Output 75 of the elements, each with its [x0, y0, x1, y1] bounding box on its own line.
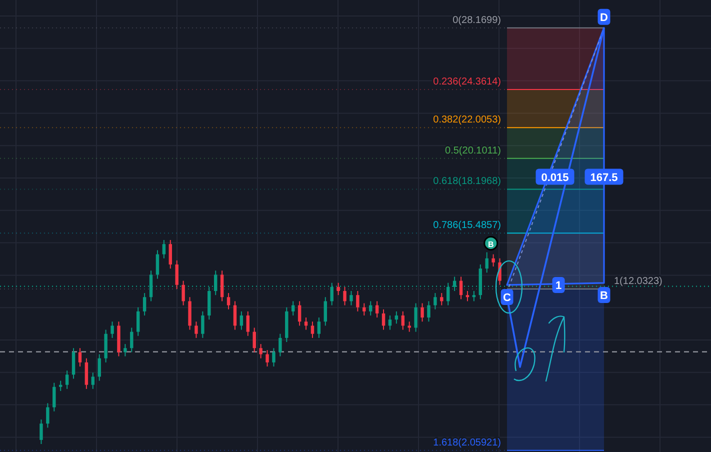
- candlestick: [266, 350, 269, 367]
- candlestick: [459, 276, 463, 300]
- candlestick: [382, 308, 386, 330]
- candlestick: [162, 240, 166, 259]
- annotation: 1.618(2.05921): [433, 437, 501, 448]
- candlestick: [240, 310, 244, 330]
- candlestick: [168, 240, 172, 270]
- text: 0(28.1699): [452, 14, 501, 26]
- candlestick: [472, 290, 476, 302]
- text: B: [600, 290, 608, 302]
- candlestick: [434, 292, 437, 310]
- candlestick: [233, 300, 237, 330]
- candlestick: [142, 292, 146, 316]
- candlestick: [394, 310, 398, 324]
- candlestick: [182, 280, 185, 306]
- candlestick: [91, 372, 95, 390]
- candlestick: [46, 402, 50, 428]
- text: 1(12.0323): [614, 276, 662, 287]
- candlestick: [485, 252, 488, 274]
- candlestick: [375, 300, 379, 318]
- candlestick: [324, 296, 328, 326]
- candlestick: [368, 300, 372, 316]
- text: 0.236(24.3614): [433, 76, 501, 88]
- candlestick: [124, 344, 127, 357]
- candlestick: [65, 370, 69, 390]
- annotation: B: [488, 240, 494, 250]
- candlestick: [84, 358, 88, 390]
- candlestick: [414, 302, 418, 332]
- candlestick: [194, 321, 198, 338]
- text: 167.5: [590, 172, 618, 184]
- text: 0.618(18.1968): [433, 176, 501, 188]
- candlestick: [291, 300, 295, 316]
- candlestick: [310, 321, 314, 338]
- candlestick: [246, 310, 250, 336]
- candlestick: [259, 344, 262, 359]
- candlestick: [40, 419, 43, 444]
- candlestick: [420, 302, 424, 322]
- text: 1: [555, 280, 562, 292]
- candlestick: [52, 382, 56, 412]
- candlestick: [408, 321, 411, 332]
- candlestick: [98, 354, 101, 382]
- candlestick: [401, 310, 405, 330]
- candlestick: [72, 348, 76, 380]
- candlestick: [78, 348, 82, 367]
- candlestick: [278, 333, 282, 357]
- text: C: [503, 292, 512, 304]
- candlestick: [343, 286, 346, 306]
- candlestick: [136, 306, 140, 336]
- candlestick: [156, 250, 160, 280]
- candlestick: [272, 348, 276, 367]
- candlestick: [336, 282, 340, 296]
- candlestick: [58, 380, 62, 392]
- candlestick: [356, 290, 360, 312]
- candlestick: [317, 317, 321, 338]
- candlestick: [440, 292, 444, 306]
- text: 0.5(20.1011): [445, 145, 501, 156]
- candlestick: [388, 314, 392, 330]
- text: 0.786(15.4857): [433, 220, 501, 232]
- candlestick: [130, 327, 134, 353]
- candlestick: [226, 292, 230, 310]
- candlestick: [466, 290, 470, 302]
- candlestick: [362, 302, 366, 316]
- candlestick: [201, 310, 204, 338]
- candlestick: [492, 254, 495, 268]
- text: 0.015: [541, 172, 569, 184]
- candlestick: [427, 300, 430, 322]
- text: 0.382(22.0053): [433, 114, 501, 126]
- candlestick: [175, 260, 178, 290]
- candlestick: [252, 327, 256, 353]
- text: D: [600, 12, 608, 24]
- candlestick: [350, 290, 353, 306]
- candlestick: [304, 317, 308, 330]
- candlestick: [110, 321, 114, 338]
- candlestick: [298, 300, 302, 326]
- candlestick: [220, 270, 224, 302]
